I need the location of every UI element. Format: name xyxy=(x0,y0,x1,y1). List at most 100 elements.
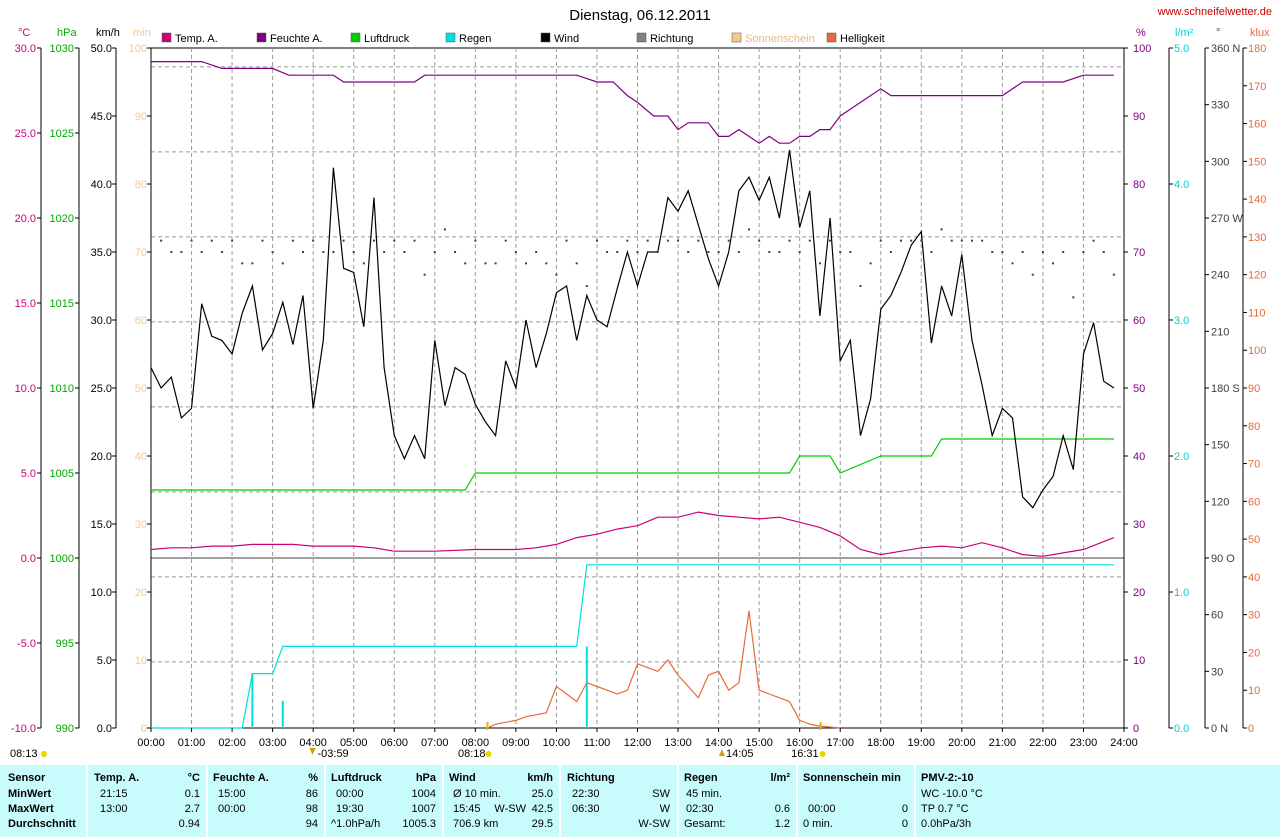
humidity-time: 00:00 xyxy=(218,803,246,815)
rain-tick-label: 2.0 xyxy=(1174,451,1189,463)
legend-swatch xyxy=(350,32,361,43)
stats-separator xyxy=(324,765,326,837)
humidity-tick-label: 30 xyxy=(1133,519,1145,531)
light-tick-label: 180 xyxy=(1248,43,1266,55)
pressure-tick-label: 990 xyxy=(56,723,74,735)
sun-time: 0 min. xyxy=(803,818,833,830)
sun-icon xyxy=(485,751,492,757)
stats-separator xyxy=(86,765,88,837)
rain-tick-label: 5.0 xyxy=(1174,43,1189,55)
direction-point xyxy=(332,251,335,253)
header-sensor: Sensor xyxy=(8,772,46,784)
pressure-trend: ^1.0hPa/h xyxy=(331,818,381,830)
x-tick-label: 16:00 xyxy=(786,737,814,749)
humidity-line xyxy=(151,61,1114,144)
direction-point xyxy=(636,251,639,253)
x-tick-label: 24:00 xyxy=(1110,737,1138,749)
x-tick-label: 18:00 xyxy=(867,737,895,749)
moonrise-icon xyxy=(718,749,725,756)
pressure-tick-label: 1005 xyxy=(50,468,74,480)
direction-point xyxy=(352,251,355,253)
direction-point xyxy=(930,251,933,253)
stats-separator xyxy=(442,765,444,837)
x-tick-label: 17:00 xyxy=(826,737,854,749)
direction-point xyxy=(464,262,467,265)
pmv-value: 0.0hPa/3h xyxy=(921,818,972,830)
row-label: Durchschnitt xyxy=(8,818,76,830)
direction-point xyxy=(200,251,203,253)
light-tick-label: 0 xyxy=(1248,723,1254,735)
direction-point xyxy=(677,239,680,242)
header-sunshine: Sonnenschein min xyxy=(803,772,901,784)
chart-legend: Temp. A. Feuchte A. Luftdruck Regen Wind Rich… xyxy=(161,32,885,45)
site-link[interactable]: www.schneifelwetter.de xyxy=(1157,6,1272,18)
x-tick-label: 15:00 xyxy=(745,737,773,749)
direction-tick-label: 60 xyxy=(1211,610,1223,622)
direction-point xyxy=(950,239,953,242)
direction-tick-label: 210 xyxy=(1211,326,1229,338)
direction-point xyxy=(555,273,558,276)
direction-point xyxy=(322,251,325,253)
x-tick-label: 09:00 xyxy=(502,737,530,749)
direction-point xyxy=(666,239,669,242)
astro-markers: 08:13 -03:59 08:18 14:05 16:31 xyxy=(10,722,826,760)
rain-bar xyxy=(251,673,254,728)
stats-separator xyxy=(206,765,208,837)
legend-label: Temp. A. xyxy=(175,33,218,45)
direction-point xyxy=(879,239,882,242)
temp-tick-label: 5.0 xyxy=(21,468,36,480)
temp-tick-label: 25.0 xyxy=(15,128,36,140)
header-pmv: PMV-2:-10 xyxy=(921,772,974,784)
x-tick-label: 02:00 xyxy=(218,737,246,749)
direction-point xyxy=(970,239,973,242)
wind-dir: W-SW xyxy=(494,803,526,815)
direction-tick-label: 360 N xyxy=(1211,43,1240,55)
light-tick-label: 110 xyxy=(1248,307,1266,319)
pressure-tick-label: 1010 xyxy=(50,383,74,395)
rain-time: 45 min. xyxy=(686,788,723,800)
humidity-tick-label: 0 xyxy=(1133,723,1139,735)
rain-time: 02:30 xyxy=(686,803,714,815)
humidity-value: 86 xyxy=(305,788,318,800)
wind-tick-label: 5.0 xyxy=(97,655,112,667)
row-label: MinWert xyxy=(8,788,52,800)
light-tick-label: 20 xyxy=(1248,647,1260,659)
direction-point xyxy=(271,251,274,253)
pmv-value: WC -10.0 °C xyxy=(921,788,983,800)
direction-point xyxy=(535,251,538,253)
light-tick-label: 170 xyxy=(1248,81,1266,93)
direction-point xyxy=(1031,273,1034,276)
x-tick-label: 06:00 xyxy=(380,737,408,749)
direction-point xyxy=(717,251,720,253)
x-tick-label: 05:00 xyxy=(340,737,368,749)
pressure-time: 00:00 xyxy=(336,788,364,800)
light-tick-label: 130 xyxy=(1248,232,1266,244)
x-tick-label: 11:00 xyxy=(584,737,611,749)
direction-point xyxy=(220,251,223,253)
direction-point xyxy=(514,251,517,253)
pressure-value: 1005.3 xyxy=(402,818,436,830)
weather-chart: Dienstag, 06.12.2011 www.schneifelwetter… xyxy=(10,6,1272,760)
direction-point xyxy=(737,251,740,253)
pressure-tick-label: 1000 xyxy=(50,553,74,565)
wind-tick-label: 0.0 xyxy=(97,723,112,735)
sunshine-unit-label: min xyxy=(133,27,151,39)
direction-point xyxy=(859,285,862,287)
direction-point xyxy=(1092,239,1095,242)
moon-icon xyxy=(41,751,47,757)
direction-point xyxy=(869,262,872,265)
legend-label: Richtung xyxy=(650,33,693,45)
wind-value: 25.0 xyxy=(531,788,553,800)
sunset-label: 16:31 xyxy=(791,748,819,760)
humidity-tick-label: 100 xyxy=(1133,43,1151,55)
direction-tick-label: 150 xyxy=(1211,440,1229,452)
sun-value: 0 xyxy=(901,803,908,815)
header-pressure: Luftdruck xyxy=(331,772,382,784)
chart-title: Dienstag, 06.12.2011 xyxy=(569,7,711,24)
wind-time: 15:45 xyxy=(453,803,481,815)
direction-point xyxy=(707,251,710,253)
direction-point xyxy=(839,251,842,253)
direction-point xyxy=(545,262,548,265)
rain-value: 0.6 xyxy=(774,803,790,815)
x-tick-label: 04:00 xyxy=(299,737,327,749)
